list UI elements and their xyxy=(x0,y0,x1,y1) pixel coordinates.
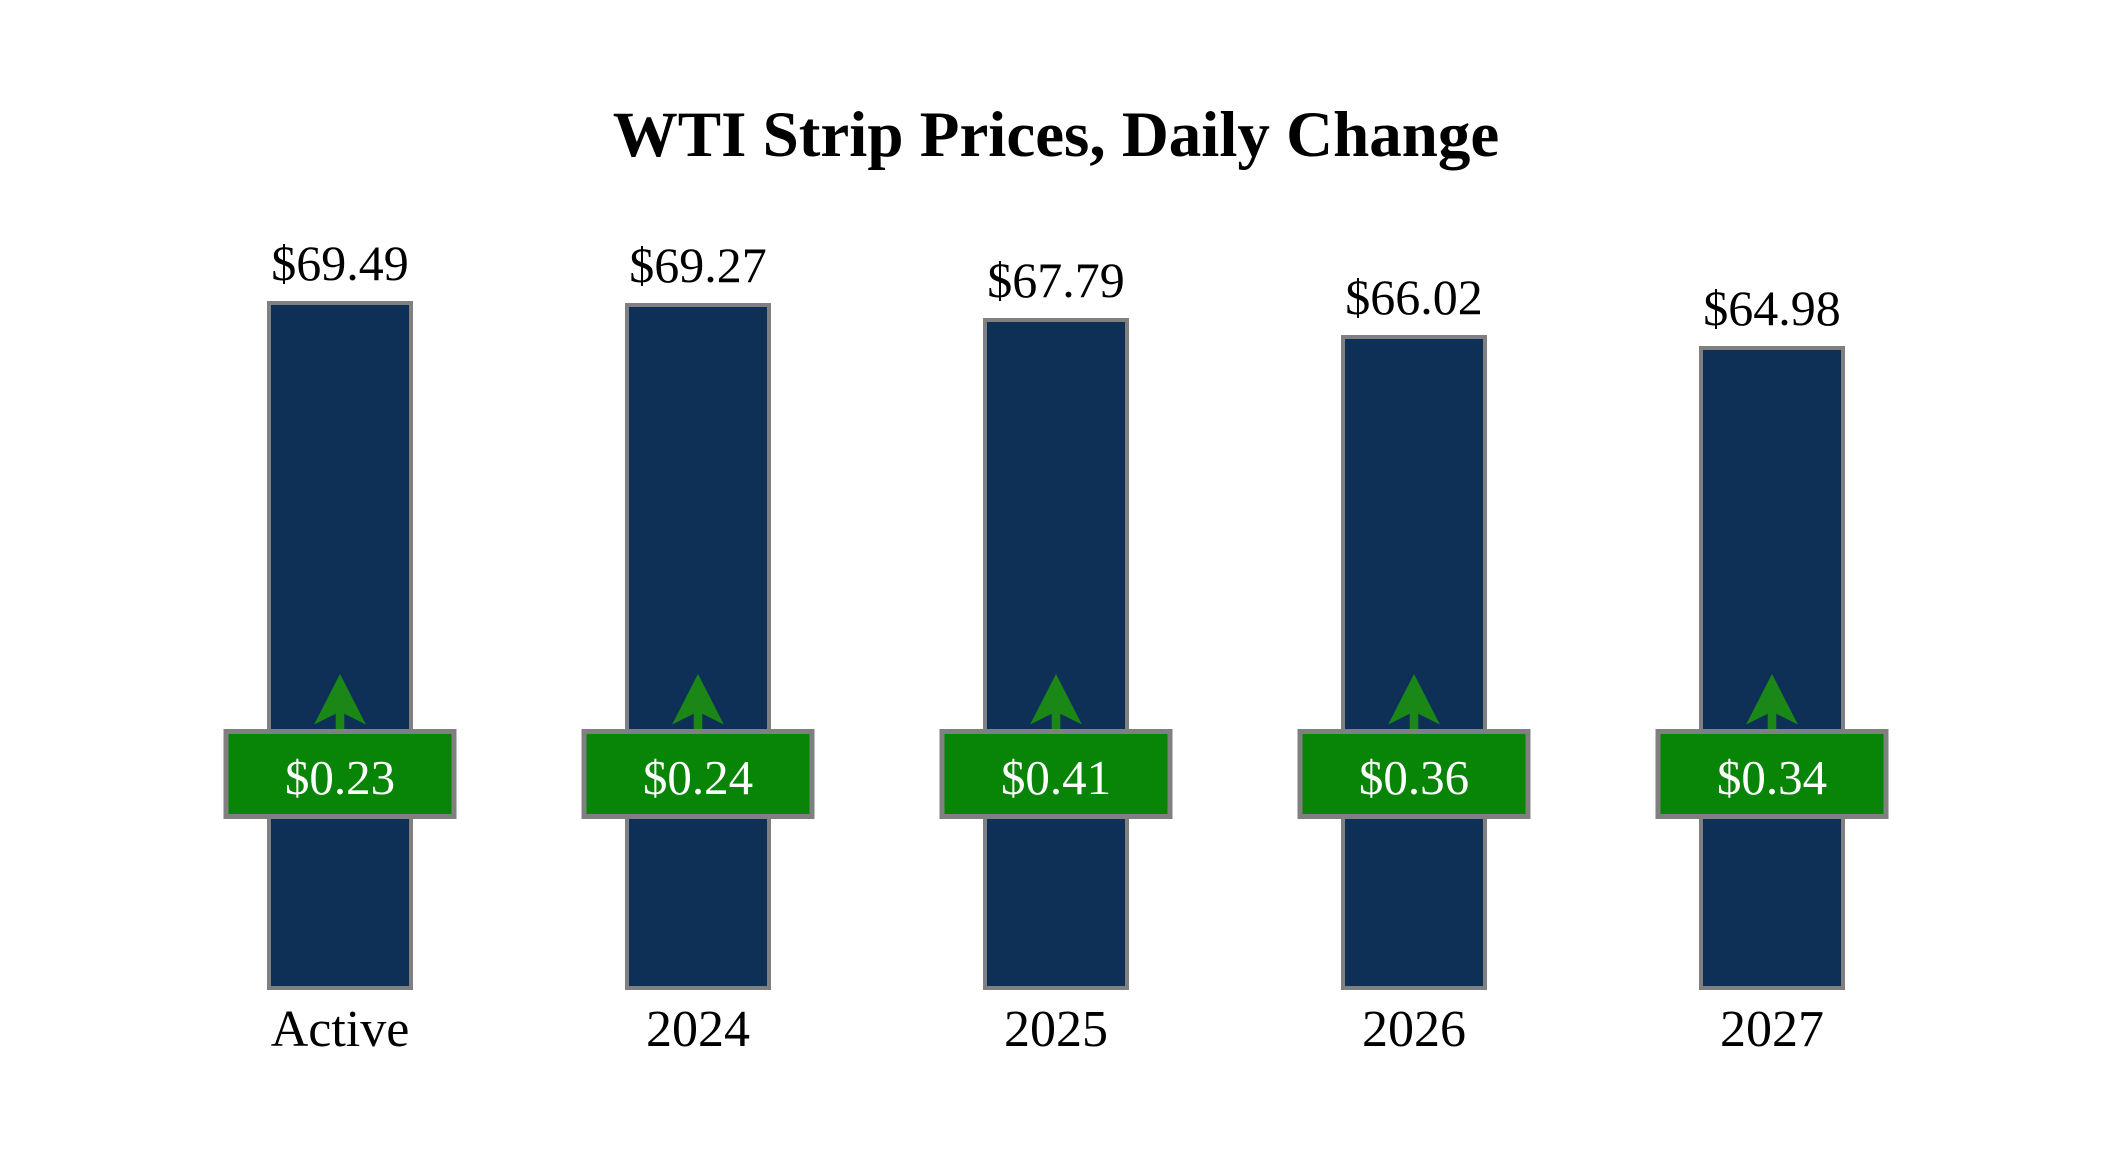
category-label: 2026 xyxy=(1362,1001,1466,1058)
change-label: $0.23 xyxy=(284,749,396,805)
up-arrow-icon xyxy=(1746,674,1798,732)
category-label: 2027 xyxy=(1720,1001,1824,1058)
up-arrow-icon xyxy=(314,674,366,732)
change-badge: $0.24 xyxy=(581,729,815,819)
category-label: 2024 xyxy=(646,1001,750,1058)
bar xyxy=(983,318,1129,990)
price-label: $69.49 xyxy=(271,235,409,291)
change-label: $0.36 xyxy=(1358,749,1470,805)
up-arrow-icon xyxy=(672,674,724,732)
plot-area: $69.49 $0.23 Active $69.27 $0.24 2024 $6… xyxy=(161,0,1951,1152)
bar-column: $67.79 $0.41 2025 xyxy=(877,0,1235,1152)
bar-column: $64.98 $0.34 2027 xyxy=(1593,0,1951,1152)
category-label: Active xyxy=(270,1001,410,1058)
change-badge: $0.36 xyxy=(1297,729,1531,819)
change-badge: $0.23 xyxy=(223,729,457,819)
price-label: $69.27 xyxy=(629,237,767,293)
up-arrow-icon xyxy=(1030,674,1082,732)
bar xyxy=(625,303,771,990)
bar xyxy=(267,301,413,990)
change-label: $0.24 xyxy=(642,749,754,805)
up-arrow-icon xyxy=(1388,674,1440,732)
price-label: $64.98 xyxy=(1703,280,1841,336)
bar xyxy=(1699,346,1845,990)
bar-column: $69.49 $0.23 Active xyxy=(161,0,519,1152)
change-badge: $0.41 xyxy=(939,729,1173,819)
change-label: $0.34 xyxy=(1716,749,1828,805)
bar xyxy=(1341,335,1487,990)
change-label: $0.41 xyxy=(1000,749,1112,805)
chart-title: WTI Strip Prices, Daily Change xyxy=(612,99,1500,171)
category-label: 2025 xyxy=(1004,1001,1108,1058)
bar-column: $66.02 $0.36 2026 xyxy=(1235,0,1593,1152)
price-label: $66.02 xyxy=(1345,269,1483,325)
bar-column: $69.27 $0.24 2024 xyxy=(519,0,877,1152)
price-label: $67.79 xyxy=(987,252,1125,308)
change-badge: $0.34 xyxy=(1655,729,1889,819)
